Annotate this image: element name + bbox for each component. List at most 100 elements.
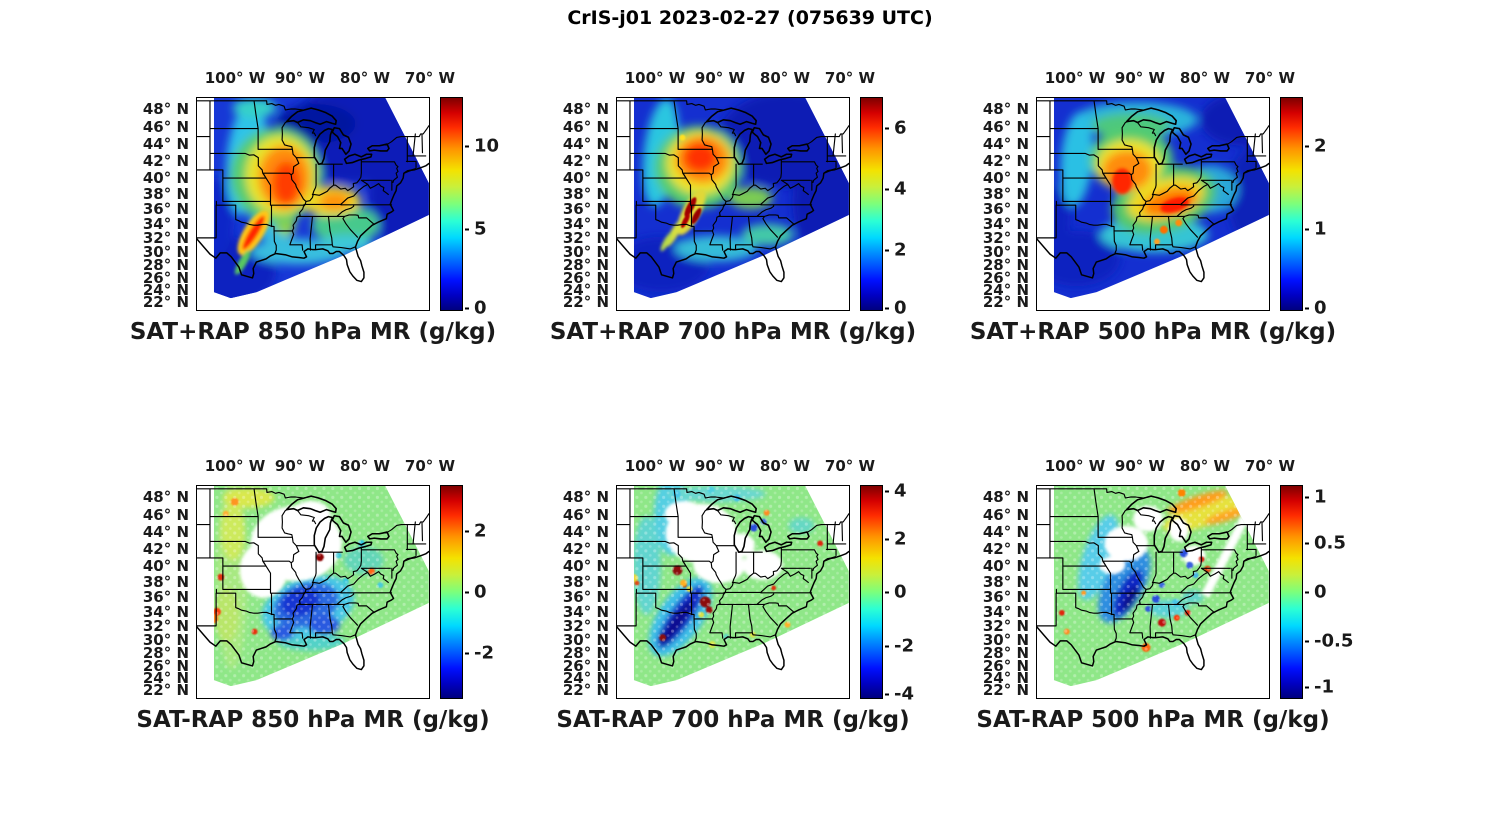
lat-tick-label: 30° N [562, 631, 609, 649]
colorbar-tick-label: 5 [465, 218, 487, 240]
colorbar-tick-label: 0 [1305, 297, 1327, 319]
lat-tick-label: 38° N [562, 573, 609, 591]
map-sat-minus-rap-850 [196, 485, 430, 699]
map-sat-plus-rap-500 [1036, 97, 1270, 311]
lon-tick-label: 70° W [1244, 69, 1296, 87]
lon-tick-label: 80° W [339, 69, 391, 87]
lat-tick-label: 44° N [562, 135, 609, 153]
lat-tick-label: 46° N [142, 118, 189, 136]
lat-tick-label: 40° N [982, 169, 1029, 187]
colorbar-tick-label: 10 [464, 135, 500, 157]
lat-tick-label: 30° N [982, 631, 1029, 649]
lon-tick-label: 100° W [624, 69, 686, 87]
lat-tick-label: 26° N [562, 269, 609, 287]
lon-tick-label: 80° W [339, 457, 391, 475]
colorbar-tick-label: -2 [885, 635, 914, 657]
panel-sat-plus-rap-500: 100° W 90° W 80° W 70° W 48° N 46° N 44° N 42°… [970, 69, 1336, 345]
lat-tick-label: 32° N [562, 617, 609, 635]
panel-sat-plus-rap-700: 100° W 90° W 80° W 70° W 48° N 46° N 44° N 42°… [550, 69, 916, 345]
figure-title: CrIS-j01 2023-02-27 (075639 UTC) [567, 7, 933, 29]
colorbar-tick-label: 6 [885, 117, 907, 139]
panel-title-sat-plus-rap-700: SAT+RAP 700 hPa MR (g/kg) [549, 319, 917, 345]
lat-tick-label: 22° N [142, 681, 189, 699]
lon-tick-label: 90° W [274, 457, 326, 475]
lat-tick-label: 40° N [142, 169, 189, 187]
lat-tick-label: 30° N [562, 243, 609, 261]
lat-tick-label: 34° N [982, 603, 1029, 621]
lon-tick-label: 100° W [1044, 457, 1106, 475]
lat-tick-label: 22° N [562, 293, 609, 311]
lat-tick-label: 26° N [142, 269, 189, 287]
lat-tick-label: 42° N [142, 152, 189, 170]
panel-title-sat-minus-rap-850: SAT-RAP 850 hPa MR (g/kg) [136, 707, 490, 733]
colorbar-tick-label: 1 [1305, 486, 1327, 508]
lat-tick-label: 34° N [562, 215, 609, 233]
lat-tick-label: 36° N [142, 200, 189, 218]
lat-tick-label: 46° N [982, 118, 1029, 136]
lon-tick-label: 90° W [694, 457, 746, 475]
colorbar-sat-minus-rap-500 [1280, 485, 1303, 699]
colorbar-tick-label: 0 [885, 581, 907, 603]
colorbar-tick-label: 4 [885, 480, 907, 502]
lat-tick-label: 38° N [562, 185, 609, 203]
lon-tick-label: 80° W [759, 457, 811, 475]
lat-tick-label: 28° N [562, 256, 609, 274]
map-sat-plus-rap-700 [616, 97, 850, 311]
colorbar-tick-label: 0 [1305, 581, 1327, 603]
colorbar-tick-label: -4 [885, 683, 914, 705]
colorbar-tick-label: -0.5 [1304, 630, 1354, 652]
lat-tick-label: 32° N [142, 617, 189, 635]
lat-tick-label: 48° N [142, 100, 189, 118]
lat-tick-label: 48° N [142, 488, 189, 506]
lat-tick-label: 24° N [562, 669, 609, 687]
lat-tick-label: 36° N [982, 588, 1029, 606]
lat-tick-label: 40° N [562, 169, 609, 187]
lat-tick-label: 34° N [142, 603, 189, 621]
lat-tick-label: 22° N [982, 293, 1029, 311]
colorbar-sat-plus-rap-700 [860, 97, 883, 311]
colorbar-sat-plus-rap-850 [440, 97, 463, 311]
colorbar-tick-label: 2 [1305, 135, 1327, 157]
lat-tick-label: 28° N [142, 644, 189, 662]
colorbar-tick-label: 1 [1305, 218, 1327, 240]
colorbar-sat-minus-rap-850 [440, 485, 463, 699]
lat-tick-label: 38° N [142, 573, 189, 591]
panel-title-sat-plus-rap-850: SAT+RAP 850 hPa MR (g/kg) [129, 319, 497, 345]
lat-tick-label: 28° N [982, 256, 1029, 274]
panel-sat-plus-rap-850: 100° W 90° W 80° W 70° W 48° N 46° N 44° N 42°… [130, 69, 499, 345]
lat-tick-label: 34° N [562, 603, 609, 621]
colorbar-tick-label: 2 [885, 528, 907, 550]
lat-tick-label: 24° N [562, 281, 609, 299]
lat-tick-label: 38° N [982, 185, 1029, 203]
lat-tick-label: 26° N [982, 657, 1029, 675]
lat-tick-label: 28° N [142, 256, 189, 274]
lat-tick-label: 34° N [142, 215, 189, 233]
lat-tick-label: 28° N [982, 644, 1029, 662]
panel-sat-minus-rap-500: 100° W 90° W 80° W 70° W 48° N 46° N 44° N 42°… [976, 457, 1353, 733]
lat-tick-label: 42° N [142, 540, 189, 558]
panel-sat-minus-rap-700: 100° W 90° W 80° W 70° W 48° N 46° N 44° N 42°… [556, 457, 914, 733]
lat-tick-label: 42° N [982, 152, 1029, 170]
lat-tick-label: 30° N [982, 243, 1029, 261]
lat-tick-label: 22° N [142, 293, 189, 311]
colorbar-tick-label: 4 [885, 178, 907, 200]
lon-tick-label: 100° W [204, 457, 266, 475]
lat-tick-label: 44° N [562, 523, 609, 541]
lat-tick-label: 44° N [982, 135, 1029, 153]
lat-tick-label: 36° N [562, 588, 609, 606]
lat-tick-label: 28° N [562, 644, 609, 662]
lon-tick-label: 90° W [1114, 69, 1166, 87]
lat-tick-label: 22° N [562, 681, 609, 699]
map-sat-minus-rap-700 [616, 485, 850, 699]
lat-tick-label: 40° N [982, 557, 1029, 575]
panel-title-sat-minus-rap-700: SAT-RAP 700 hPa MR (g/kg) [556, 707, 910, 733]
lat-tick-label: 44° N [982, 523, 1029, 541]
lat-tick-label: 24° N [142, 281, 189, 299]
lon-tick-label: 90° W [274, 69, 326, 87]
lat-tick-label: 30° N [142, 243, 189, 261]
lat-tick-label: 32° N [142, 229, 189, 247]
lat-tick-label: 38° N [982, 573, 1029, 591]
lat-tick-label: 24° N [982, 669, 1029, 687]
colorbar-sat-minus-rap-700 [860, 485, 883, 699]
map-sat-plus-rap-850 [196, 97, 430, 311]
